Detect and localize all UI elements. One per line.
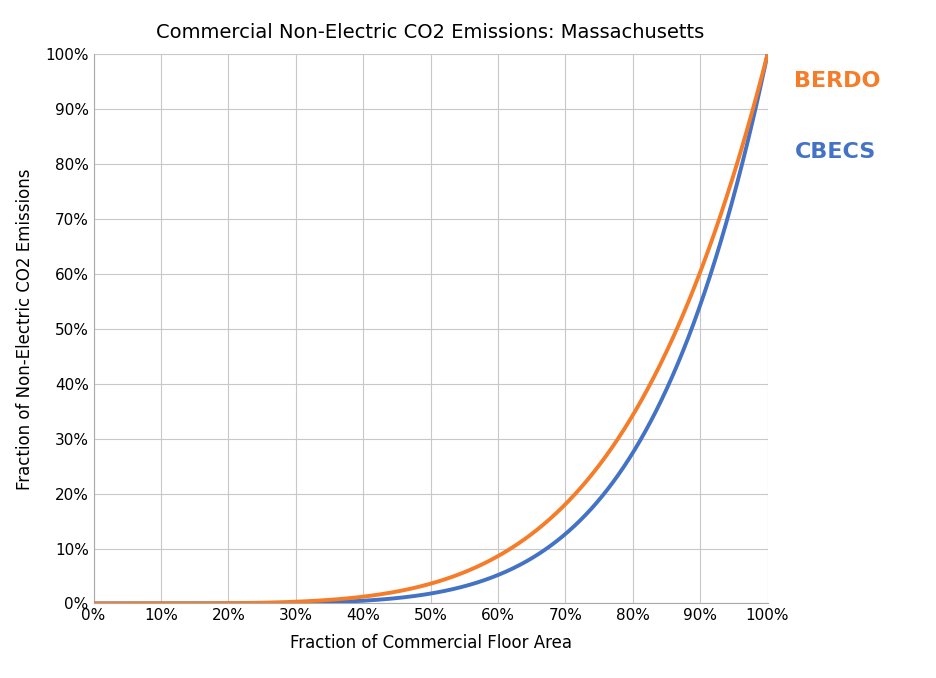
Y-axis label: Fraction of Non-Electric CO2 Emissions: Fraction of Non-Electric CO2 Emissions [16, 168, 34, 490]
Title: Commercial Non-Electric CO2 Emissions: Massachusetts: Commercial Non-Electric CO2 Emissions: M… [156, 22, 705, 41]
Text: CBECS: CBECS [795, 142, 876, 162]
Text: BERDO: BERDO [795, 71, 881, 91]
X-axis label: Fraction of Commercial Floor Area: Fraction of Commercial Floor Area [289, 635, 572, 652]
